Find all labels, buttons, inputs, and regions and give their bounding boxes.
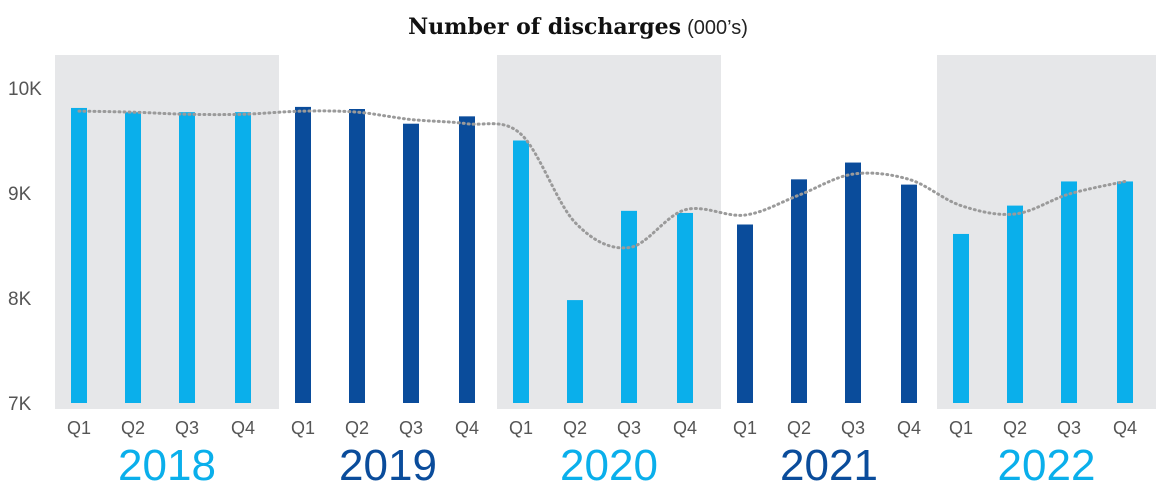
x-tick-label-2020-Q2: Q2 xyxy=(563,418,587,438)
year-label-2022: 2022 xyxy=(998,441,1096,488)
bar-2021-Q2 xyxy=(791,179,807,403)
y-tick-label: 7K xyxy=(8,394,32,415)
bar-2018-Q1 xyxy=(71,107,87,403)
x-tick-label-2020-Q3: Q3 xyxy=(617,418,641,438)
x-tick-label-2022-Q4: Q4 xyxy=(1113,418,1137,438)
x-tick-label-2018-Q1: Q1 xyxy=(67,418,91,438)
y-tick-label: 9K xyxy=(8,184,32,205)
bar-2019-Q3 xyxy=(403,123,419,403)
bar-2022-Q1 xyxy=(953,233,969,403)
x-tick-label-2020-Q1: Q1 xyxy=(509,418,533,438)
x-tick-label-2019-Q2: Q2 xyxy=(345,418,369,438)
bar-2018-Q2 xyxy=(125,112,141,404)
year-label-2020: 2020 xyxy=(560,441,658,488)
x-tick-label-2021-Q1: Q1 xyxy=(733,418,757,438)
bar-2020-Q4 xyxy=(677,212,693,403)
bar-2021-Q3 xyxy=(845,162,861,403)
x-tick-label-2021-Q3: Q3 xyxy=(841,418,865,438)
x-tick-label-2022-Q2: Q2 xyxy=(1003,418,1027,438)
bar-2022-Q2 xyxy=(1007,205,1023,403)
x-tick-label-2018-Q2: Q2 xyxy=(121,418,145,438)
bar-2020-Q3 xyxy=(621,210,637,403)
bar-2019-Q4 xyxy=(459,116,475,403)
x-tick-label-2021-Q4: Q4 xyxy=(897,418,921,438)
x-tick-label-2019-Q1: Q1 xyxy=(291,418,315,438)
x-tick-label-2022-Q1: Q1 xyxy=(949,418,973,438)
bar-2020-Q1 xyxy=(513,140,529,403)
bar-2021-Q1 xyxy=(737,224,753,403)
bar-2021-Q4 xyxy=(901,184,917,403)
bar-2018-Q4 xyxy=(235,112,251,404)
x-tick-label-2018-Q4: Q4 xyxy=(231,418,255,438)
y-tick-label: 8K xyxy=(8,289,32,310)
x-tick-label-2019-Q4: Q4 xyxy=(455,418,479,438)
year-label-2018: 2018 xyxy=(118,441,216,488)
bar-2022-Q3 xyxy=(1061,181,1077,403)
y-tick-label: 10K xyxy=(8,79,42,100)
year-label-2021: 2021 xyxy=(780,441,878,488)
x-tick-label-2021-Q2: Q2 xyxy=(787,418,811,438)
bar-2019-Q2 xyxy=(349,109,365,403)
x-tick-label-2020-Q4: Q4 xyxy=(673,418,697,438)
bar-2020-Q2 xyxy=(567,300,583,403)
x-tick-label-2022-Q3: Q3 xyxy=(1057,418,1081,438)
x-tick-label-2019-Q3: Q3 xyxy=(399,418,423,438)
year-label-2019: 2019 xyxy=(339,441,437,488)
bar-2022-Q4 xyxy=(1117,181,1133,403)
chart-title: Number of discharges (000’s) xyxy=(0,14,1156,40)
bar-2018-Q3 xyxy=(179,112,195,404)
chart-title-unit: (000’s) xyxy=(687,17,748,39)
bar-2019-Q1 xyxy=(295,106,311,404)
trend-line xyxy=(77,109,1127,250)
chart-title-text: Number of discharges xyxy=(408,14,682,40)
x-tick-label-2018-Q3: Q3 xyxy=(175,418,199,438)
